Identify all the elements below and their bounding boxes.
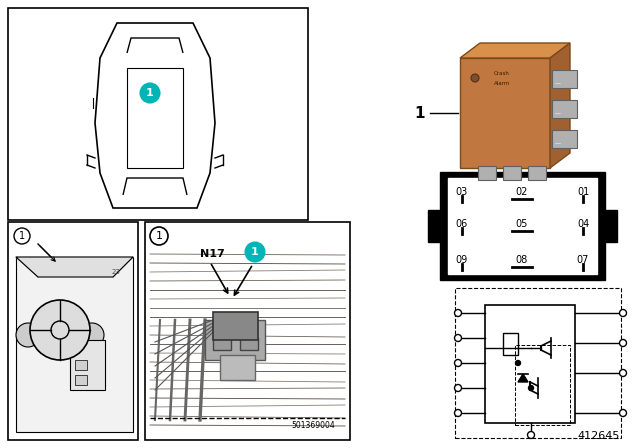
Bar xyxy=(428,210,442,242)
Circle shape xyxy=(454,310,461,316)
Bar xyxy=(528,166,546,180)
Text: 08: 08 xyxy=(516,255,528,265)
Text: 1: 1 xyxy=(156,231,163,241)
Text: 412645: 412645 xyxy=(578,431,620,441)
Bar xyxy=(240,338,258,350)
Bar xyxy=(205,320,265,360)
Text: 04: 04 xyxy=(577,219,589,229)
Bar xyxy=(75,375,87,385)
Bar xyxy=(515,345,570,425)
Bar xyxy=(552,130,577,148)
Bar xyxy=(448,178,597,274)
Text: Crash: Crash xyxy=(494,70,510,76)
Text: 02: 02 xyxy=(516,187,528,197)
Bar xyxy=(213,338,231,350)
Text: 1: 1 xyxy=(415,105,425,121)
Bar xyxy=(552,70,577,88)
Text: 23: 23 xyxy=(111,269,120,275)
Circle shape xyxy=(515,361,520,366)
Circle shape xyxy=(141,83,159,103)
Polygon shape xyxy=(460,43,570,58)
Circle shape xyxy=(16,323,40,347)
Polygon shape xyxy=(518,374,528,382)
Circle shape xyxy=(150,227,168,245)
Bar xyxy=(8,8,308,220)
Bar xyxy=(552,100,577,118)
Bar xyxy=(455,288,621,438)
Circle shape xyxy=(454,409,461,417)
Bar xyxy=(127,68,183,168)
Circle shape xyxy=(51,321,69,339)
Bar xyxy=(220,355,255,380)
Polygon shape xyxy=(550,43,570,168)
Text: 501369004: 501369004 xyxy=(291,421,335,430)
Bar xyxy=(485,305,575,423)
Circle shape xyxy=(527,431,534,439)
Bar xyxy=(503,166,521,180)
Circle shape xyxy=(620,340,627,346)
Circle shape xyxy=(620,409,627,417)
Circle shape xyxy=(246,242,264,262)
Bar xyxy=(460,58,550,168)
Text: 1: 1 xyxy=(19,231,25,241)
Text: 05: 05 xyxy=(516,219,528,229)
Circle shape xyxy=(620,370,627,376)
Circle shape xyxy=(529,385,534,391)
Circle shape xyxy=(454,359,461,366)
Text: 06: 06 xyxy=(456,219,468,229)
Text: 1: 1 xyxy=(251,247,259,257)
Polygon shape xyxy=(16,257,133,277)
Bar xyxy=(440,172,605,280)
Text: 03: 03 xyxy=(456,187,468,197)
Circle shape xyxy=(620,310,627,316)
Text: N17: N17 xyxy=(200,249,225,259)
Bar xyxy=(213,312,258,340)
Text: Alarm: Alarm xyxy=(494,81,510,86)
Polygon shape xyxy=(16,257,133,432)
Text: 07: 07 xyxy=(577,255,589,265)
Circle shape xyxy=(454,335,461,341)
Bar xyxy=(8,222,138,440)
Bar xyxy=(70,340,105,390)
Circle shape xyxy=(454,384,461,392)
Text: 01: 01 xyxy=(577,187,589,197)
Bar xyxy=(603,210,617,242)
Bar xyxy=(503,333,518,355)
Text: 1: 1 xyxy=(146,88,154,98)
Circle shape xyxy=(80,323,104,347)
Bar xyxy=(75,360,87,370)
Circle shape xyxy=(30,300,90,360)
Bar xyxy=(478,166,496,180)
Circle shape xyxy=(14,228,30,244)
Bar xyxy=(145,222,350,440)
Text: 09: 09 xyxy=(456,255,468,265)
Circle shape xyxy=(471,74,479,82)
